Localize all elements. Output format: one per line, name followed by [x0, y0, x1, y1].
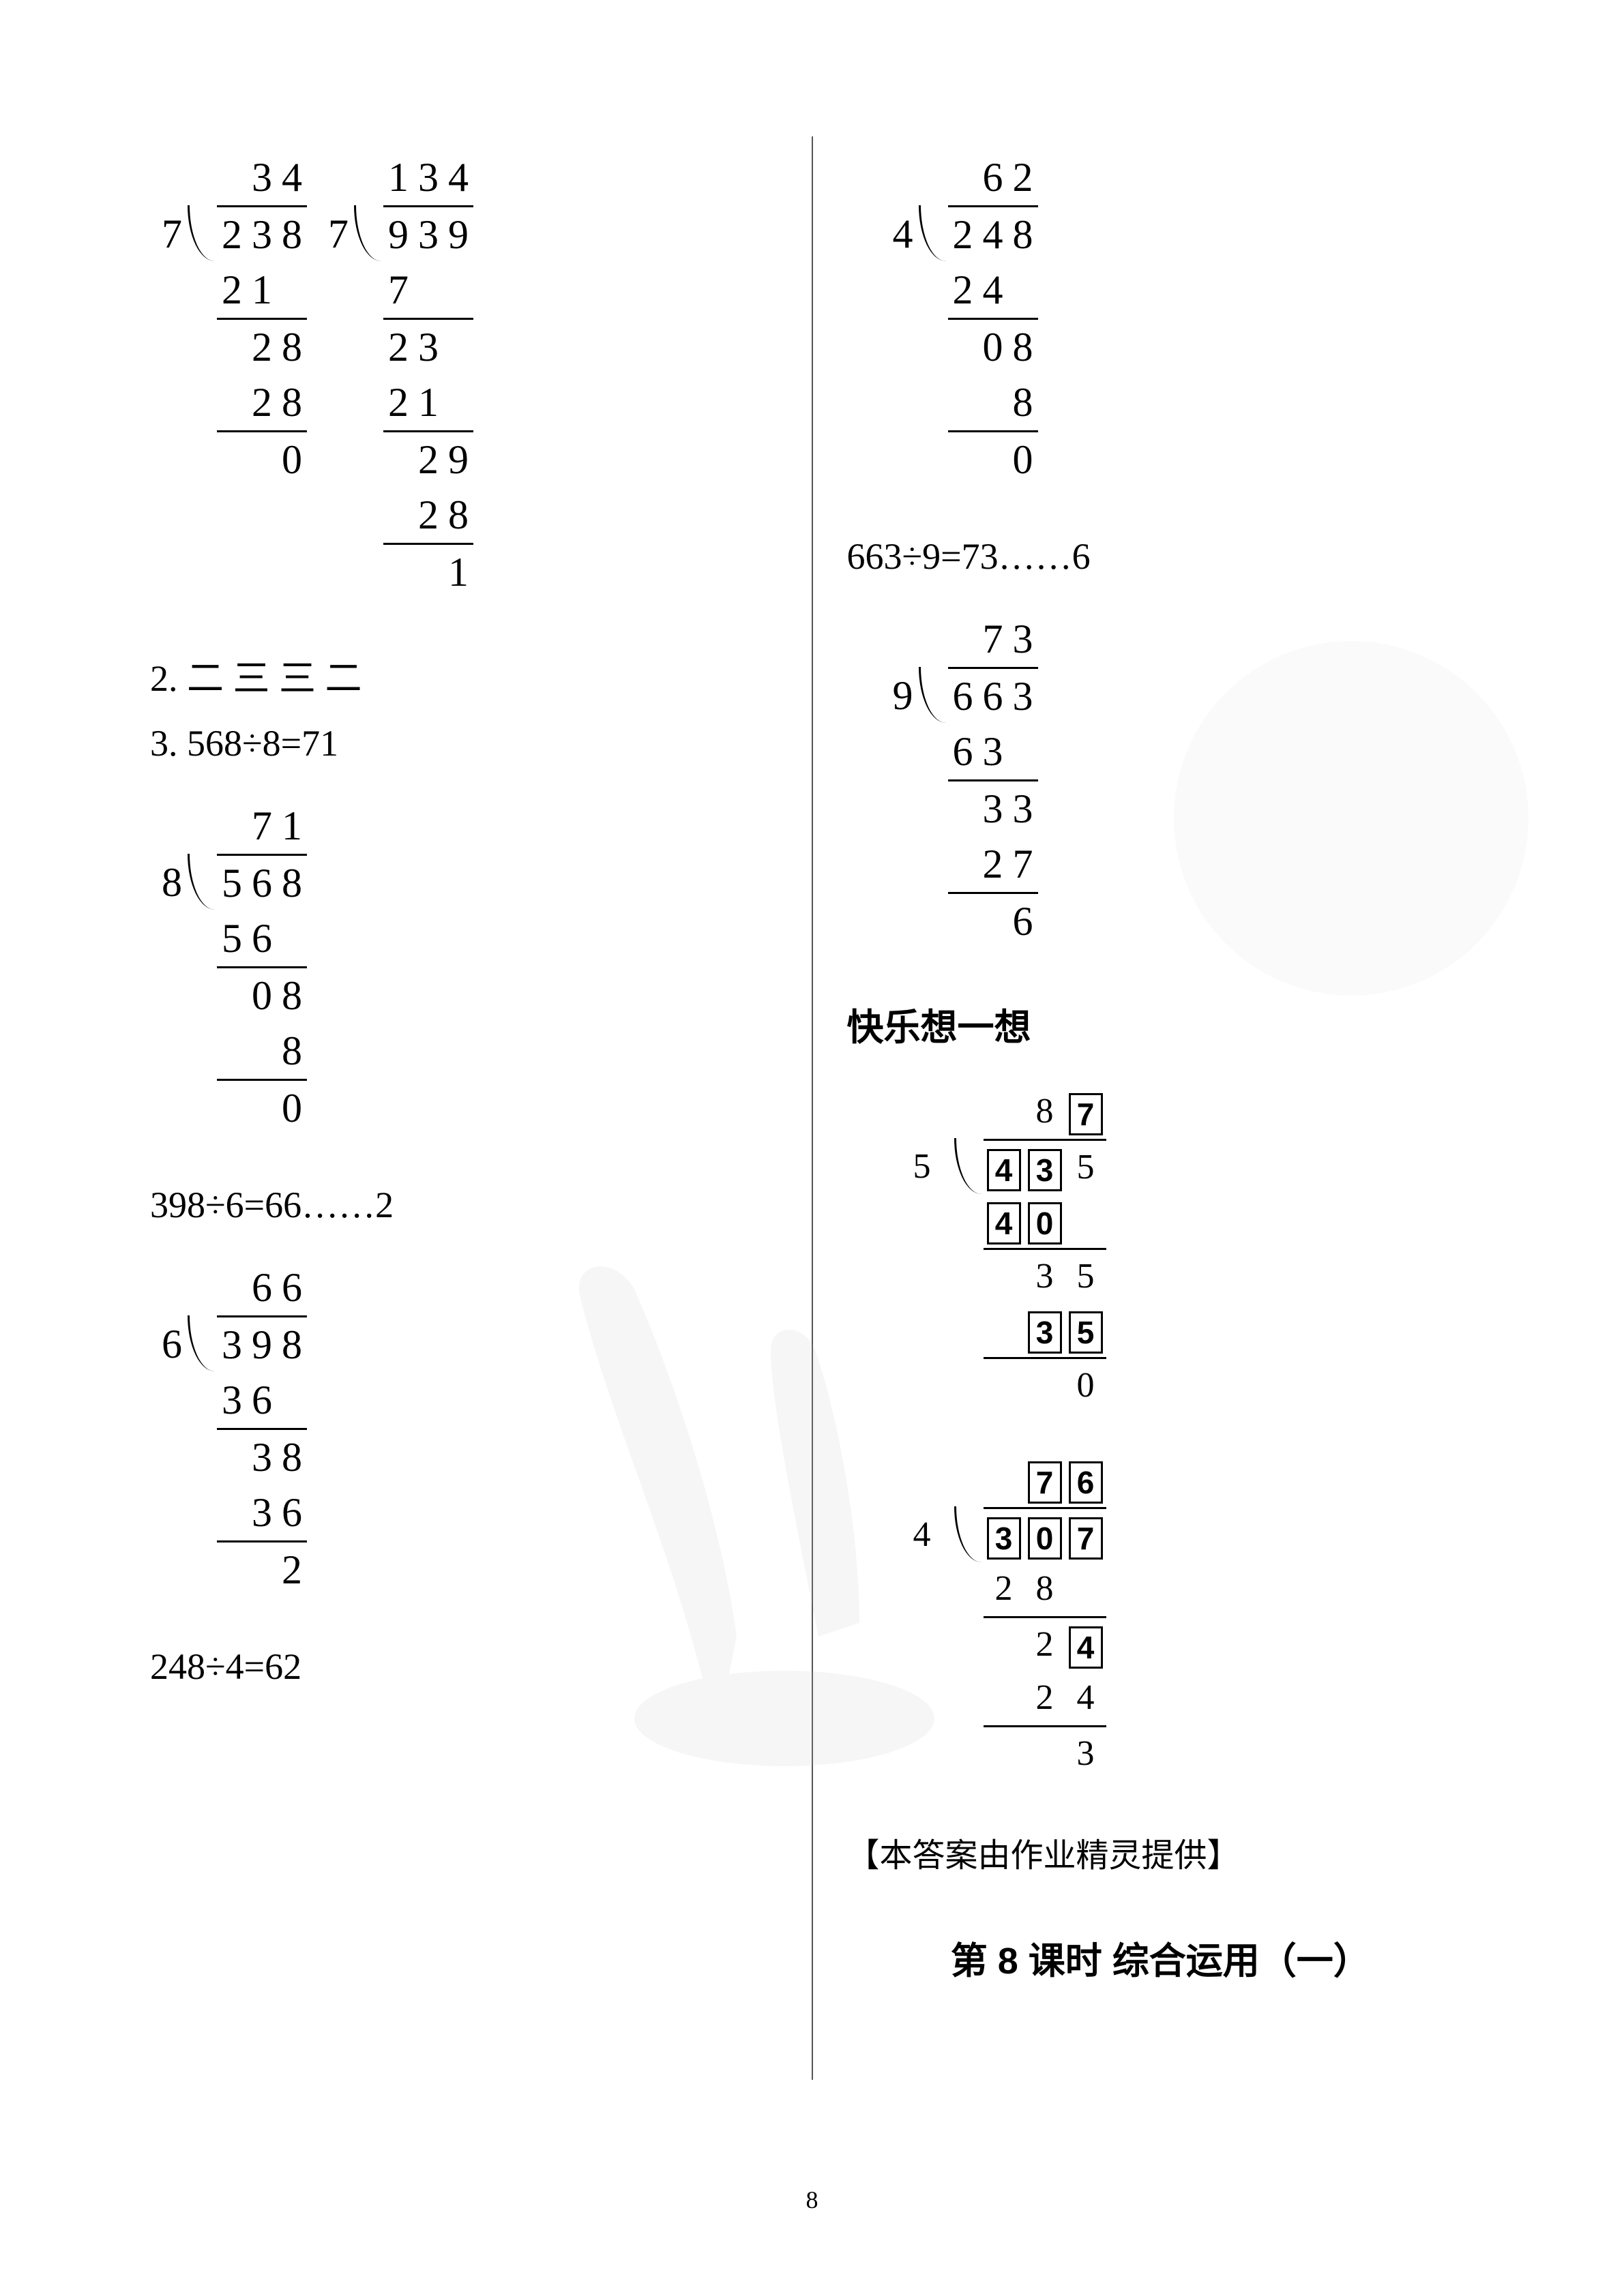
long-division-939-7: 13479397232129281 [323, 150, 473, 600]
section-heading: 快乐想一想 [847, 997, 1475, 1051]
equation-663-9: 663÷9=73……6 [847, 535, 1475, 578]
page: 3472382128280 13479397232129281 2. 二 三 三… [0, 0, 1624, 2296]
long-division-568-8: 718568560880 [157, 799, 307, 1136]
puzzle-division-307-4: 7643072824243 [902, 1453, 1106, 1780]
puzzle-division-435-5: 8754354035350 [902, 1085, 1106, 1412]
page-number: 8 [806, 2186, 818, 2214]
long-division-398-6: 6663983638362 [157, 1260, 307, 1598]
right-column: 624248240880 663÷9=73……6 7396636333276 快… [820, 136, 1502, 2080]
equation-248-4: 248÷4=62 [150, 1645, 778, 1688]
long-division-row: 3472382128280 13479397232129281 [150, 136, 778, 627]
answer-line-2: 2. 二 三 三 二 [150, 648, 778, 702]
equation-398-6: 398÷6=66……2 [150, 1184, 778, 1226]
left-column: 3472382128280 13479397232129281 2. 二 三 三… [123, 136, 805, 2080]
long-division-663-9: 7396636333276 [888, 612, 1038, 949]
answer-credit: 【本答案由作业精灵提供】 [847, 1828, 1475, 1876]
long-division-238-7: 3472382128280 [157, 150, 307, 488]
two-column-layout: 3472382128280 13479397232129281 2. 二 三 三… [123, 136, 1501, 2080]
answer-line-3: 3. 568÷8=71 [150, 722, 778, 764]
long-division-248-4: 624248240880 [888, 150, 1038, 488]
lesson-title: 第 8 课时 综合运用（一） [847, 1930, 1475, 1984]
column-divider [812, 136, 813, 2080]
